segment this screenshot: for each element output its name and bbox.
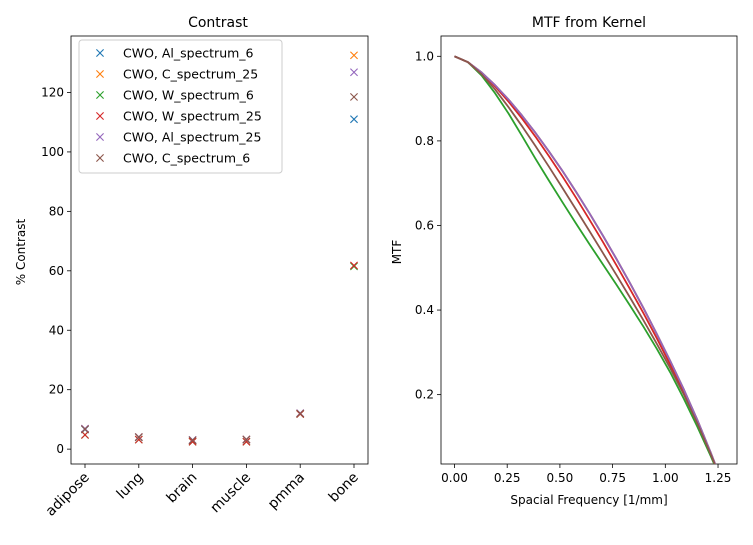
contrast-point-brain-s5-stroke-b	[188, 436, 197, 445]
contrast-panel: Contrast 0 20 40 60 80 100 120 adipose lung brain…	[14, 15, 369, 520]
mtf-x-tick-label: 0.00	[441, 471, 468, 485]
legend-marker-s2	[96, 91, 104, 99]
mtf-y-tick-label: 0.2	[415, 388, 434, 402]
legend-marker-s1	[96, 70, 104, 78]
mtf-line-s4	[454, 55, 717, 464]
contrast-point-bone-s3	[350, 261, 358, 270]
mtf-curves	[454, 55, 717, 464]
contrast-point-bone-s2	[350, 262, 358, 271]
legend-marker-s3-stroke-b	[96, 112, 104, 120]
contrast-point-pmma-s5	[296, 409, 305, 418]
mtf-y-tick-label: 0.6	[415, 218, 434, 232]
contrast-legend-box	[78, 39, 283, 174]
contrast-point-brain-s3-stroke-b	[188, 437, 197, 446]
contrast-point-adipose-s3-stroke-b	[81, 430, 89, 439]
mtf-line-s0	[454, 55, 717, 464]
contrast-y-tick-label: 20	[49, 383, 64, 397]
legend-marker-s0	[96, 49, 104, 57]
contrast-point-bone-s5	[350, 92, 358, 101]
contrast-point-muscle-s3	[242, 437, 251, 446]
legend-marker-s5	[96, 154, 104, 162]
contrast-point-muscle-s5	[242, 435, 251, 444]
contrast-title: Contrast	[188, 15, 248, 31]
mtf-y-tick-label: 0.8	[415, 134, 434, 148]
legend-label: CWO, Al_spectrum_25	[123, 130, 261, 145]
mtf-line-s3	[454, 55, 716, 464]
mtf-y-tick-label: 1.0	[415, 49, 434, 63]
contrast-x-tick-label: brain	[164, 470, 201, 507]
legend-label: CWO, W_spectrum_25	[123, 109, 262, 124]
mtf-title: MTF from Kernel	[532, 15, 646, 31]
contrast-x-tick-label: adipose	[43, 470, 93, 520]
mtf-x-axis-label: Spacial Frequency [1/mm]	[510, 493, 667, 507]
contrast-point-bone-s5-stroke-b	[350, 92, 358, 101]
mtf-plot-area: 0.00 0.25 0.50 0.75 1.00 1.25 0.2 0.4 0.6 0.8 1.0	[415, 35, 738, 485]
contrast-point-bone-s0	[350, 115, 358, 124]
contrast-point-bone-s1-stroke-b	[350, 51, 358, 60]
contrast-point-muscle-s3-stroke-b	[242, 437, 251, 446]
contrast-y-tick-label: 120	[41, 85, 64, 99]
contrast-point-adipose-s5-stroke-b	[81, 425, 89, 434]
legend-label: CWO, C_spectrum_25	[123, 67, 258, 82]
mtf-line-s5	[454, 55, 716, 464]
contrast-point-pmma-s5-stroke-b	[296, 409, 305, 418]
contrast-point-lung-s3	[134, 435, 143, 444]
mtf-axes-frame	[440, 35, 738, 465]
contrast-y-tick-label: 40	[49, 323, 64, 337]
contrast-legend: CWO, Al_spectrum_6 CWO, C_spectrum_25 CWO,…	[78, 39, 283, 174]
contrast-y-tick-label: 80	[49, 204, 64, 218]
mtf-line-s1	[454, 55, 717, 464]
contrast-x-tick-label: lung	[114, 470, 147, 503]
contrast-x-tick-label: bone	[326, 470, 362, 506]
legend-marker-s0-stroke-b	[96, 49, 104, 57]
contrast-point-bone-s0-stroke-b	[350, 115, 358, 124]
mtf-y-tick-label: 0.4	[415, 303, 434, 317]
contrast-point-bone-s4-stroke-b	[350, 68, 358, 77]
contrast-point-brain-s5	[188, 436, 197, 445]
contrast-x-tick-label: pmma	[265, 470, 308, 513]
contrast-point-adipose-s5	[81, 425, 89, 434]
contrast-x-tick-label: muscle	[208, 470, 255, 517]
legend-marker-s2-stroke-b	[96, 91, 104, 99]
contrast-y-tick-label: 100	[41, 145, 64, 159]
contrast-point-adipose-s3	[81, 430, 89, 439]
legend-marker-s4	[96, 133, 104, 141]
legend-marker-s4-stroke-b	[96, 133, 104, 141]
contrast-point-brain-s3	[188, 437, 197, 446]
legend-marker-s5-stroke-b	[96, 154, 104, 162]
legend-label: CWO, W_spectrum_6	[123, 88, 254, 103]
contrast-point-lung-s5	[134, 433, 143, 442]
mtf-x-tick-label: 1.25	[705, 471, 732, 485]
legend-label: CWO, Al_spectrum_6	[123, 46, 254, 61]
contrast-point-lung-s5-stroke-b	[134, 433, 143, 442]
legend-marker-s3	[96, 112, 104, 120]
mtf-panel: MTF from Kernel 0.00 0.25 0.50 0.75 1.00 1.25…	[390, 15, 738, 507]
mtf-line-s2	[454, 55, 716, 464]
contrast-point-bone-s1	[350, 51, 358, 60]
contrast-y-axis-label: % Contrast	[14, 218, 28, 285]
contrast-axes-frame	[70, 35, 369, 465]
legend-label: CWO, C_spectrum_6	[123, 151, 250, 166]
mtf-x-tick-label: 0.75	[599, 471, 626, 485]
contrast-y-tick-label: 60	[49, 264, 64, 278]
contrast-point-bone-s4	[350, 68, 358, 77]
mtf-y-axis-label: MTF	[390, 240, 404, 265]
mtf-x-tick-label: 0.50	[547, 471, 574, 485]
mtf-x-tick-label: 1.00	[652, 471, 679, 485]
mtf-x-tick-label: 0.25	[494, 471, 521, 485]
contrast-point-lung-s3-stroke-b	[134, 435, 143, 444]
legend-marker-s1-stroke-b	[96, 70, 104, 78]
contrast-y-tick-label: 0	[56, 442, 64, 456]
contrast-point-bone-s2-stroke-b	[350, 262, 358, 271]
contrast-point-muscle-s5-stroke-b	[242, 435, 251, 444]
contrast-point-bone-s3-stroke-b	[350, 261, 358, 270]
